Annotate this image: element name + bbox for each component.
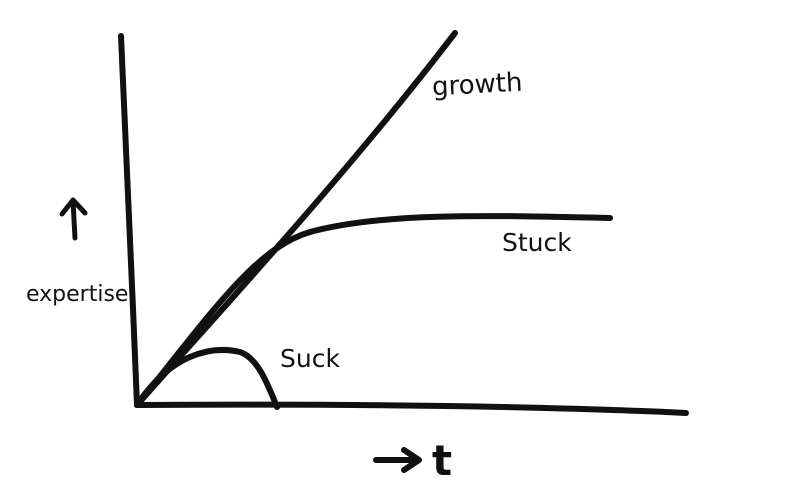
right-arrow-icon [373, 447, 422, 473]
suck-curve [134, 347, 280, 410]
stuck-label: Stuck [502, 228, 572, 257]
growth-label: growth [431, 67, 524, 103]
y-axis-label: expertise [26, 282, 129, 307]
x-axis-label: t [432, 436, 453, 485]
x-axis-line [134, 401, 689, 416]
y-axis-line [118, 33, 140, 408]
suck-label: Suck [280, 344, 340, 373]
stuck-curve [134, 213, 613, 408]
growth-curve [134, 30, 458, 408]
up-arrow-icon [59, 197, 88, 241]
